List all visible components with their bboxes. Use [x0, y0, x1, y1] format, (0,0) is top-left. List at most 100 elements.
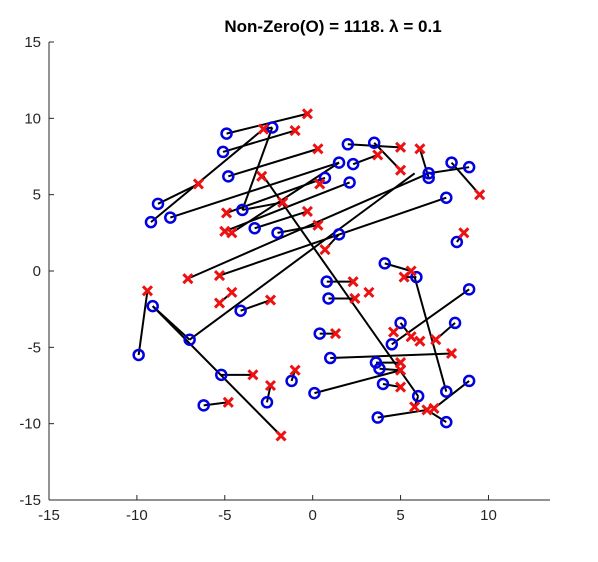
- circle-marker: [450, 235, 464, 249]
- connector-line: [222, 129, 296, 153]
- connector-line: [314, 369, 401, 395]
- cross-marker: [414, 143, 426, 155]
- connector-line: [150, 128, 265, 223]
- circle-marker: [324, 351, 337, 365]
- circle-marker: [144, 215, 158, 229]
- cross-marker: [395, 364, 407, 376]
- circle-marker: [236, 203, 249, 217]
- circle-marker: [378, 257, 392, 270]
- chart-title: Non-Zero(O) = 1118. λ = 0.1: [224, 17, 441, 36]
- cross-marker: [192, 178, 204, 190]
- cross-marker: [414, 335, 426, 347]
- connector-line: [241, 127, 274, 211]
- x-tick-label: 10: [480, 507, 497, 524]
- cross-marker: [141, 285, 154, 297]
- connector-line: [262, 175, 419, 397]
- cross-marker: [222, 396, 234, 408]
- y-tick-label: 15: [24, 34, 41, 51]
- circle-marker: [220, 127, 233, 140]
- circle-marker: [260, 396, 274, 409]
- circle-marker: [146, 299, 159, 313]
- circle-marker: [320, 275, 333, 288]
- connector-line: [382, 382, 401, 389]
- circle-marker: [313, 327, 326, 340]
- circle-marker: [215, 368, 228, 382]
- cross-marker: [395, 381, 407, 393]
- circle-marker: [376, 377, 390, 391]
- cross-marker: [445, 347, 458, 360]
- cross-marker: [347, 276, 359, 288]
- y-tick-label: 10: [24, 110, 41, 127]
- circle-marker: [440, 191, 453, 204]
- circle-marker: [234, 304, 247, 317]
- y-tick-label: 0: [33, 263, 41, 280]
- y-tick-label: 5: [33, 187, 41, 204]
- cross-marker: [289, 124, 301, 137]
- circle-marker: [222, 170, 235, 183]
- circle-marker: [271, 226, 284, 240]
- connector-line: [219, 196, 447, 277]
- circle-marker: [367, 136, 381, 150]
- circle-marker: [332, 228, 346, 241]
- cross-marker: [372, 149, 384, 161]
- circle-marker: [462, 374, 476, 388]
- circle-marker: [343, 176, 356, 189]
- cross-marker: [474, 189, 486, 201]
- circle-marker: [445, 156, 458, 169]
- circle-marker: [369, 356, 383, 369]
- circle-marker: [440, 415, 453, 429]
- circle-marker: [216, 145, 230, 159]
- cross-marker: [349, 292, 361, 305]
- circle-marker: [346, 157, 360, 171]
- circle-marker: [197, 399, 210, 412]
- cross-marker: [220, 207, 233, 219]
- connector-line: [413, 276, 448, 392]
- connector-line: [347, 143, 401, 149]
- circle-marker: [394, 316, 407, 330]
- plot-area: -15 -10 -5 0 5 10 -15 -10 -5 0 5 10 15: [19, 34, 550, 524]
- circle-marker: [448, 316, 462, 330]
- cross-marker: [226, 227, 238, 239]
- connector-line: [428, 166, 470, 175]
- circle-marker: [266, 121, 279, 134]
- connector-line: [189, 172, 416, 341]
- circle-marker: [462, 160, 476, 174]
- cross-marker: [213, 270, 226, 282]
- cross-marker: [277, 196, 289, 208]
- cross-marker: [312, 143, 324, 155]
- cross-marker: [430, 334, 442, 346]
- cross-marker: [409, 401, 421, 413]
- cross-marker: [319, 244, 331, 256]
- cross-marker: [264, 294, 277, 306]
- circle-marker: [341, 138, 355, 151]
- circle-marker: [422, 171, 435, 185]
- circle-marker: [132, 348, 145, 362]
- circle-marker: [410, 270, 423, 284]
- y-tick-label: -10: [19, 416, 41, 433]
- circle-marker: [322, 292, 335, 305]
- circle-marker: [411, 389, 425, 403]
- circle-marker: [151, 197, 165, 211]
- circle-marker: [440, 385, 453, 398]
- circle-marker: [373, 362, 386, 375]
- connector-line: [137, 290, 149, 356]
- cross-marker: [329, 328, 342, 340]
- cross-marker: [312, 219, 324, 231]
- cross-marker: [405, 265, 417, 277]
- connector-line: [254, 210, 308, 230]
- cross-marker: [289, 364, 301, 376]
- cross-marker: [247, 369, 259, 381]
- cross-marker: [395, 141, 407, 153]
- x-tick-label: -10: [126, 507, 148, 524]
- cross-marker: [314, 178, 326, 190]
- connector-line: [187, 172, 430, 280]
- circle-marker: [462, 283, 476, 296]
- connector-line: [266, 385, 272, 403]
- connector-line: [242, 201, 283, 211]
- y-tick-label: -15: [19, 492, 41, 509]
- circle-marker: [308, 386, 321, 400]
- cross-marker: [387, 326, 400, 338]
- x-tick-label: -5: [218, 507, 231, 524]
- circle-marker: [371, 411, 384, 424]
- connector-line: [379, 367, 401, 372]
